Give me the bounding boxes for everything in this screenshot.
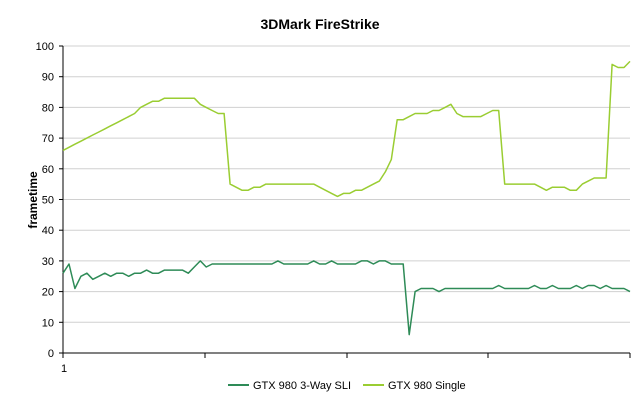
chart-title: 3DMark FireStrike <box>260 16 379 32</box>
y-tick-label: 40 <box>42 225 54 237</box>
y-tick-label: 60 <box>42 164 54 176</box>
legend-label-single: GTX 980 Single <box>388 380 466 392</box>
y-tick-label: 80 <box>42 102 54 114</box>
gridlines <box>63 45 630 323</box>
series-line-gtx980-single <box>62 60 631 198</box>
y-tick-label: 90 <box>42 72 54 84</box>
x-axis-ticks <box>62 353 631 358</box>
x-tick-label: 1 <box>61 363 67 375</box>
series-line-gtx980-3way-sli <box>62 260 631 336</box>
y-axis-ticks: 0 10 20 30 40 50 60 70 80 90 100 <box>36 41 63 360</box>
y-tick-label: 10 <box>42 317 54 329</box>
y-axis-label: frametime <box>26 171 40 229</box>
y-tick-label: 70 <box>42 133 54 145</box>
y-tick-label: 30 <box>42 256 54 268</box>
legend-label-sli: GTX 980 3-Way SLI <box>253 380 351 392</box>
legend: GTX 980 3-Way SLI GTX 980 Single <box>228 380 466 392</box>
series-group <box>62 60 631 336</box>
y-tick-label: 0 <box>48 348 54 360</box>
y-tick-label: 20 <box>42 287 54 299</box>
y-tick-label: 50 <box>42 195 54 207</box>
y-tick-label: 100 <box>36 41 54 53</box>
